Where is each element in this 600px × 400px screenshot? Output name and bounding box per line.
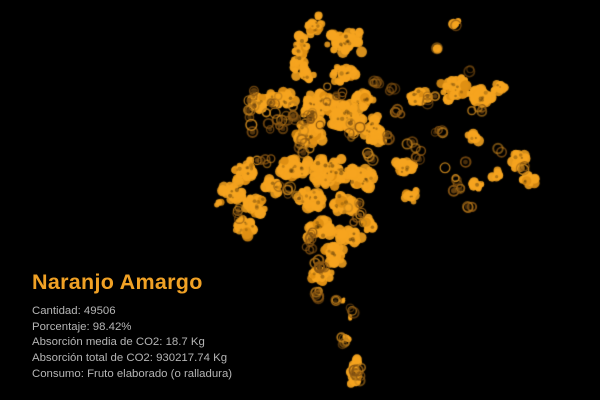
tree-distribution-map[interactable] xyxy=(0,0,600,400)
tree-map-view: Naranjo Amargo Cantidad: 49506 Porcentaj… xyxy=(0,0,600,400)
